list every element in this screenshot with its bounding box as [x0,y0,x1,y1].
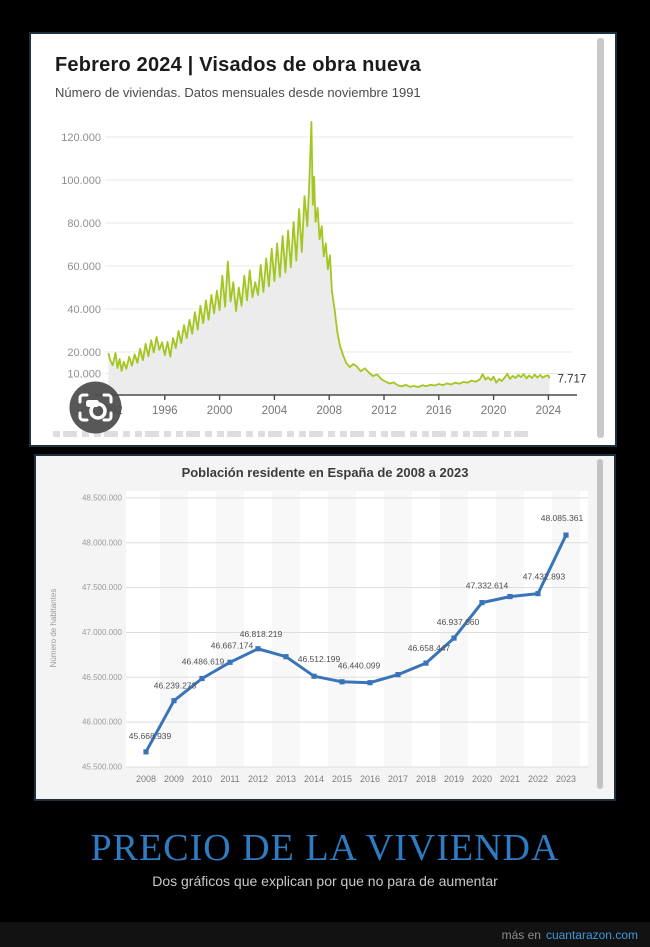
svg-text:100.000: 100.000 [61,175,101,187]
svg-text:2015: 2015 [332,774,352,784]
visados-chart-card: Febrero 2024 | Visados de obra nueva Núm… [29,32,617,447]
svg-text:46.486.619: 46.486.619 [182,657,225,667]
top-chart-scrollbar[interactable] [597,38,604,438]
meme-caption-title: PRECIO DE LA VIVIENDA [90,827,560,869]
watermark-site-link[interactable]: cuantarazon.com [545,927,638,942]
svg-text:7.717: 7.717 [557,373,586,385]
svg-text:2008: 2008 [136,774,156,784]
svg-text:10.000: 10.000 [67,369,101,381]
svg-text:2000: 2000 [207,405,233,417]
svg-text:20.000: 20.000 [67,347,101,359]
bottom-chart-canvas: 45.500.000 46.000.000 46.500.000 47.000.000… [49,491,588,784]
svg-text:46.818.219: 46.818.219 [240,629,283,639]
svg-text:45.668.939: 45.668.939 [129,731,172,741]
svg-text:47.432.893: 47.432.893 [523,572,566,582]
svg-text:2008: 2008 [316,405,342,417]
svg-text:48.085.361: 48.085.361 [541,513,584,523]
svg-text:2013: 2013 [276,774,296,784]
svg-text:45.500.000: 45.500.000 [82,763,123,772]
svg-text:2020: 2020 [481,405,507,417]
top-chart-subtitle: Número de viviendas. Datos mensuales des… [55,85,421,100]
svg-text:46.239.273: 46.239.273 [154,681,197,691]
watermark-more-label: más en [501,927,541,942]
camera-icon [69,381,122,434]
svg-text:2020: 2020 [472,774,492,784]
bottom-chart-scrollbar[interactable] [597,459,603,789]
svg-text:48.500.000: 48.500.000 [82,493,123,502]
svg-text:2012: 2012 [371,405,397,417]
svg-text:2004: 2004 [262,405,288,417]
svg-text:46.512.199: 46.512.199 [298,654,341,664]
svg-text:2016: 2016 [426,405,452,417]
svg-text:48.000.000: 48.000.000 [82,538,123,547]
svg-text:2016: 2016 [360,774,380,784]
svg-text:2011: 2011 [220,774,239,784]
top-chart-canvas: 10.000 20.000 40.000 60.000 80.000 100.000 120… [61,121,586,417]
svg-text:47.000.000: 47.000.000 [82,628,123,637]
svg-text:2014: 2014 [304,774,324,784]
svg-text:120.000: 120.000 [61,132,101,144]
svg-text:1996: 1996 [152,405,178,417]
svg-text:46.000.000: 46.000.000 [82,718,123,727]
svg-text:80.000: 80.000 [67,218,101,230]
svg-text:2019: 2019 [444,774,464,784]
svg-text:Número de habitantes: Número de habitantes [49,589,58,668]
svg-text:47.332.614: 47.332.614 [466,581,509,591]
svg-text:40.000: 40.000 [67,304,101,316]
svg-text:47.500.000: 47.500.000 [82,583,123,592]
svg-text:2021: 2021 [500,774,520,784]
svg-text:60.000: 60.000 [67,261,101,273]
svg-text:46.937.060: 46.937.060 [437,617,480,627]
screenshot-button[interactable] [69,381,122,434]
poblacion-chart-card: Población residente en España de 2008 a … [34,454,616,801]
svg-text:2023: 2023 [556,774,576,784]
svg-text:46.667.174: 46.667.174 [211,640,254,650]
top-chart-title: Febrero 2024 | Visados de obra nueva [55,54,421,76]
svg-text:2009: 2009 [164,774,184,784]
svg-text:2022: 2022 [528,774,548,784]
svg-text:2012: 2012 [248,774,268,784]
svg-text:2010: 2010 [192,774,212,784]
svg-text:46.500.000: 46.500.000 [82,673,123,682]
svg-text:2017: 2017 [388,774,408,784]
footer-bar: más en cuantarazon.com [0,922,650,947]
svg-text:46.658.447: 46.658.447 [408,643,451,653]
meme-caption-subtitle: Dos gráficos que explican por que no par… [152,873,498,889]
bottom-chart-title: Población residente en España de 2008 a … [181,465,469,480]
svg-text:2018: 2018 [416,774,436,784]
svg-text:2024: 2024 [536,405,562,417]
source-attribution-truncated [53,431,533,437]
svg-text:46.440.099: 46.440.099 [338,661,381,671]
